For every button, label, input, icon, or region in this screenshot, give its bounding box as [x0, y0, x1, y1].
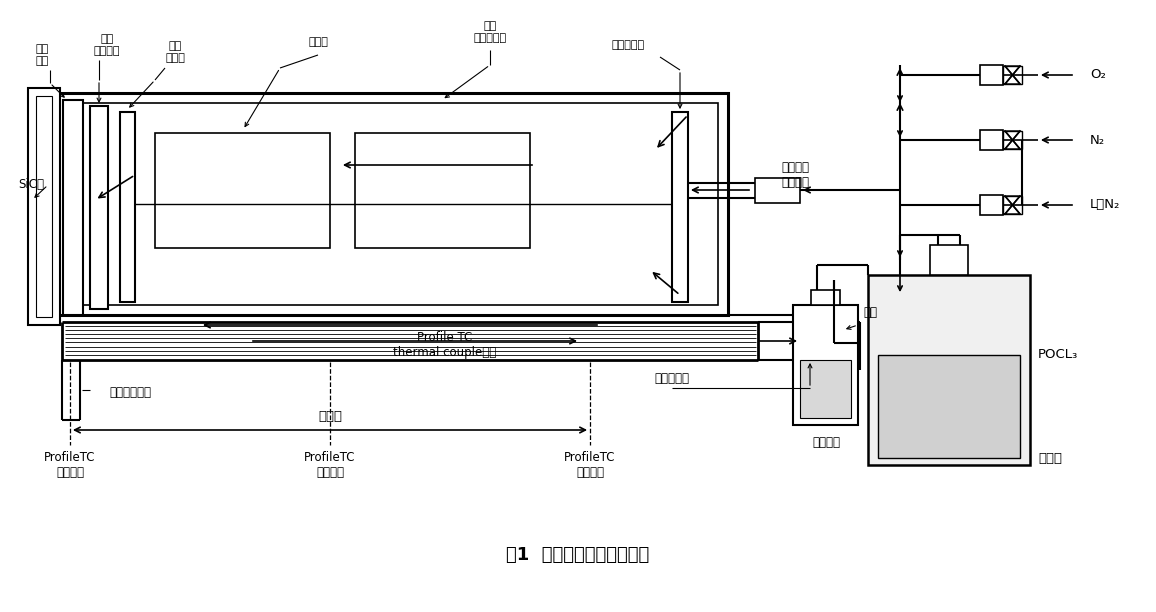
- Bar: [62, 100, 83, 315]
- Bar: [980, 195, 1003, 215]
- Text: 炉口
均流板: 炉口 均流板: [165, 41, 185, 63]
- Text: 液体吸收: 液体吸收: [812, 436, 840, 449]
- Text: 石英
保温挡圈: 石英 保温挡圈: [94, 34, 120, 56]
- Text: 废气排放管: 废气排放管: [654, 371, 689, 384]
- Bar: [929, 245, 968, 275]
- Circle shape: [985, 69, 996, 81]
- Bar: [1003, 66, 1022, 84]
- Bar: [55, 93, 728, 315]
- Bar: [812, 290, 840, 305]
- Text: 恒温区: 恒温区: [318, 409, 342, 422]
- Bar: [879, 355, 1020, 458]
- Text: （工艺）
气体入口: （工艺） 气体入口: [781, 161, 809, 189]
- Text: 图1  扩散气氛场结构示意图: 图1 扩散气氛场结构示意图: [506, 546, 650, 564]
- Bar: [355, 133, 529, 248]
- Text: L꜀N₂: L꜀N₂: [1090, 198, 1120, 212]
- Text: Profile TC
thermal couple套管: Profile TC thermal couple套管: [393, 331, 497, 359]
- Text: 石英
炉门: 石英 炉门: [36, 44, 49, 66]
- Text: O₂: O₂: [1090, 69, 1106, 81]
- Text: ProfileTC
炉口位置: ProfileTC 炉口位置: [44, 451, 96, 479]
- Text: POCL₃: POCL₃: [1038, 348, 1079, 362]
- Bar: [28, 88, 60, 325]
- Text: N₂: N₂: [1090, 133, 1105, 146]
- Text: 炉尾均流板: 炉尾均流板: [612, 40, 645, 50]
- Text: 废气排放管口: 废气排放管口: [109, 386, 151, 398]
- Text: ProfileTC
炉中位置: ProfileTC 炉中位置: [304, 451, 356, 479]
- Bar: [1003, 131, 1022, 149]
- Text: 石英舟: 石英舟: [307, 37, 328, 47]
- Bar: [793, 305, 858, 425]
- Bar: [800, 360, 851, 418]
- Bar: [155, 133, 329, 248]
- Bar: [65, 103, 718, 305]
- Bar: [1003, 196, 1022, 214]
- Text: ProfileTC
炉尾位置: ProfileTC 炉尾位置: [564, 451, 616, 479]
- Bar: [980, 65, 1003, 85]
- Bar: [36, 96, 52, 317]
- Bar: [672, 112, 688, 302]
- Bar: [120, 112, 135, 302]
- Bar: [755, 178, 800, 203]
- Circle shape: [985, 199, 996, 211]
- Circle shape: [985, 134, 996, 146]
- Bar: [90, 106, 108, 309]
- Text: 石英
（反应管）: 石英 （反应管）: [474, 21, 506, 43]
- Text: 恒温槽: 恒温槽: [1038, 452, 1062, 465]
- Text: 排气: 排气: [864, 307, 877, 319]
- Bar: [980, 130, 1003, 150]
- Text: SiC桨: SiC桨: [18, 179, 44, 192]
- Bar: [868, 275, 1030, 465]
